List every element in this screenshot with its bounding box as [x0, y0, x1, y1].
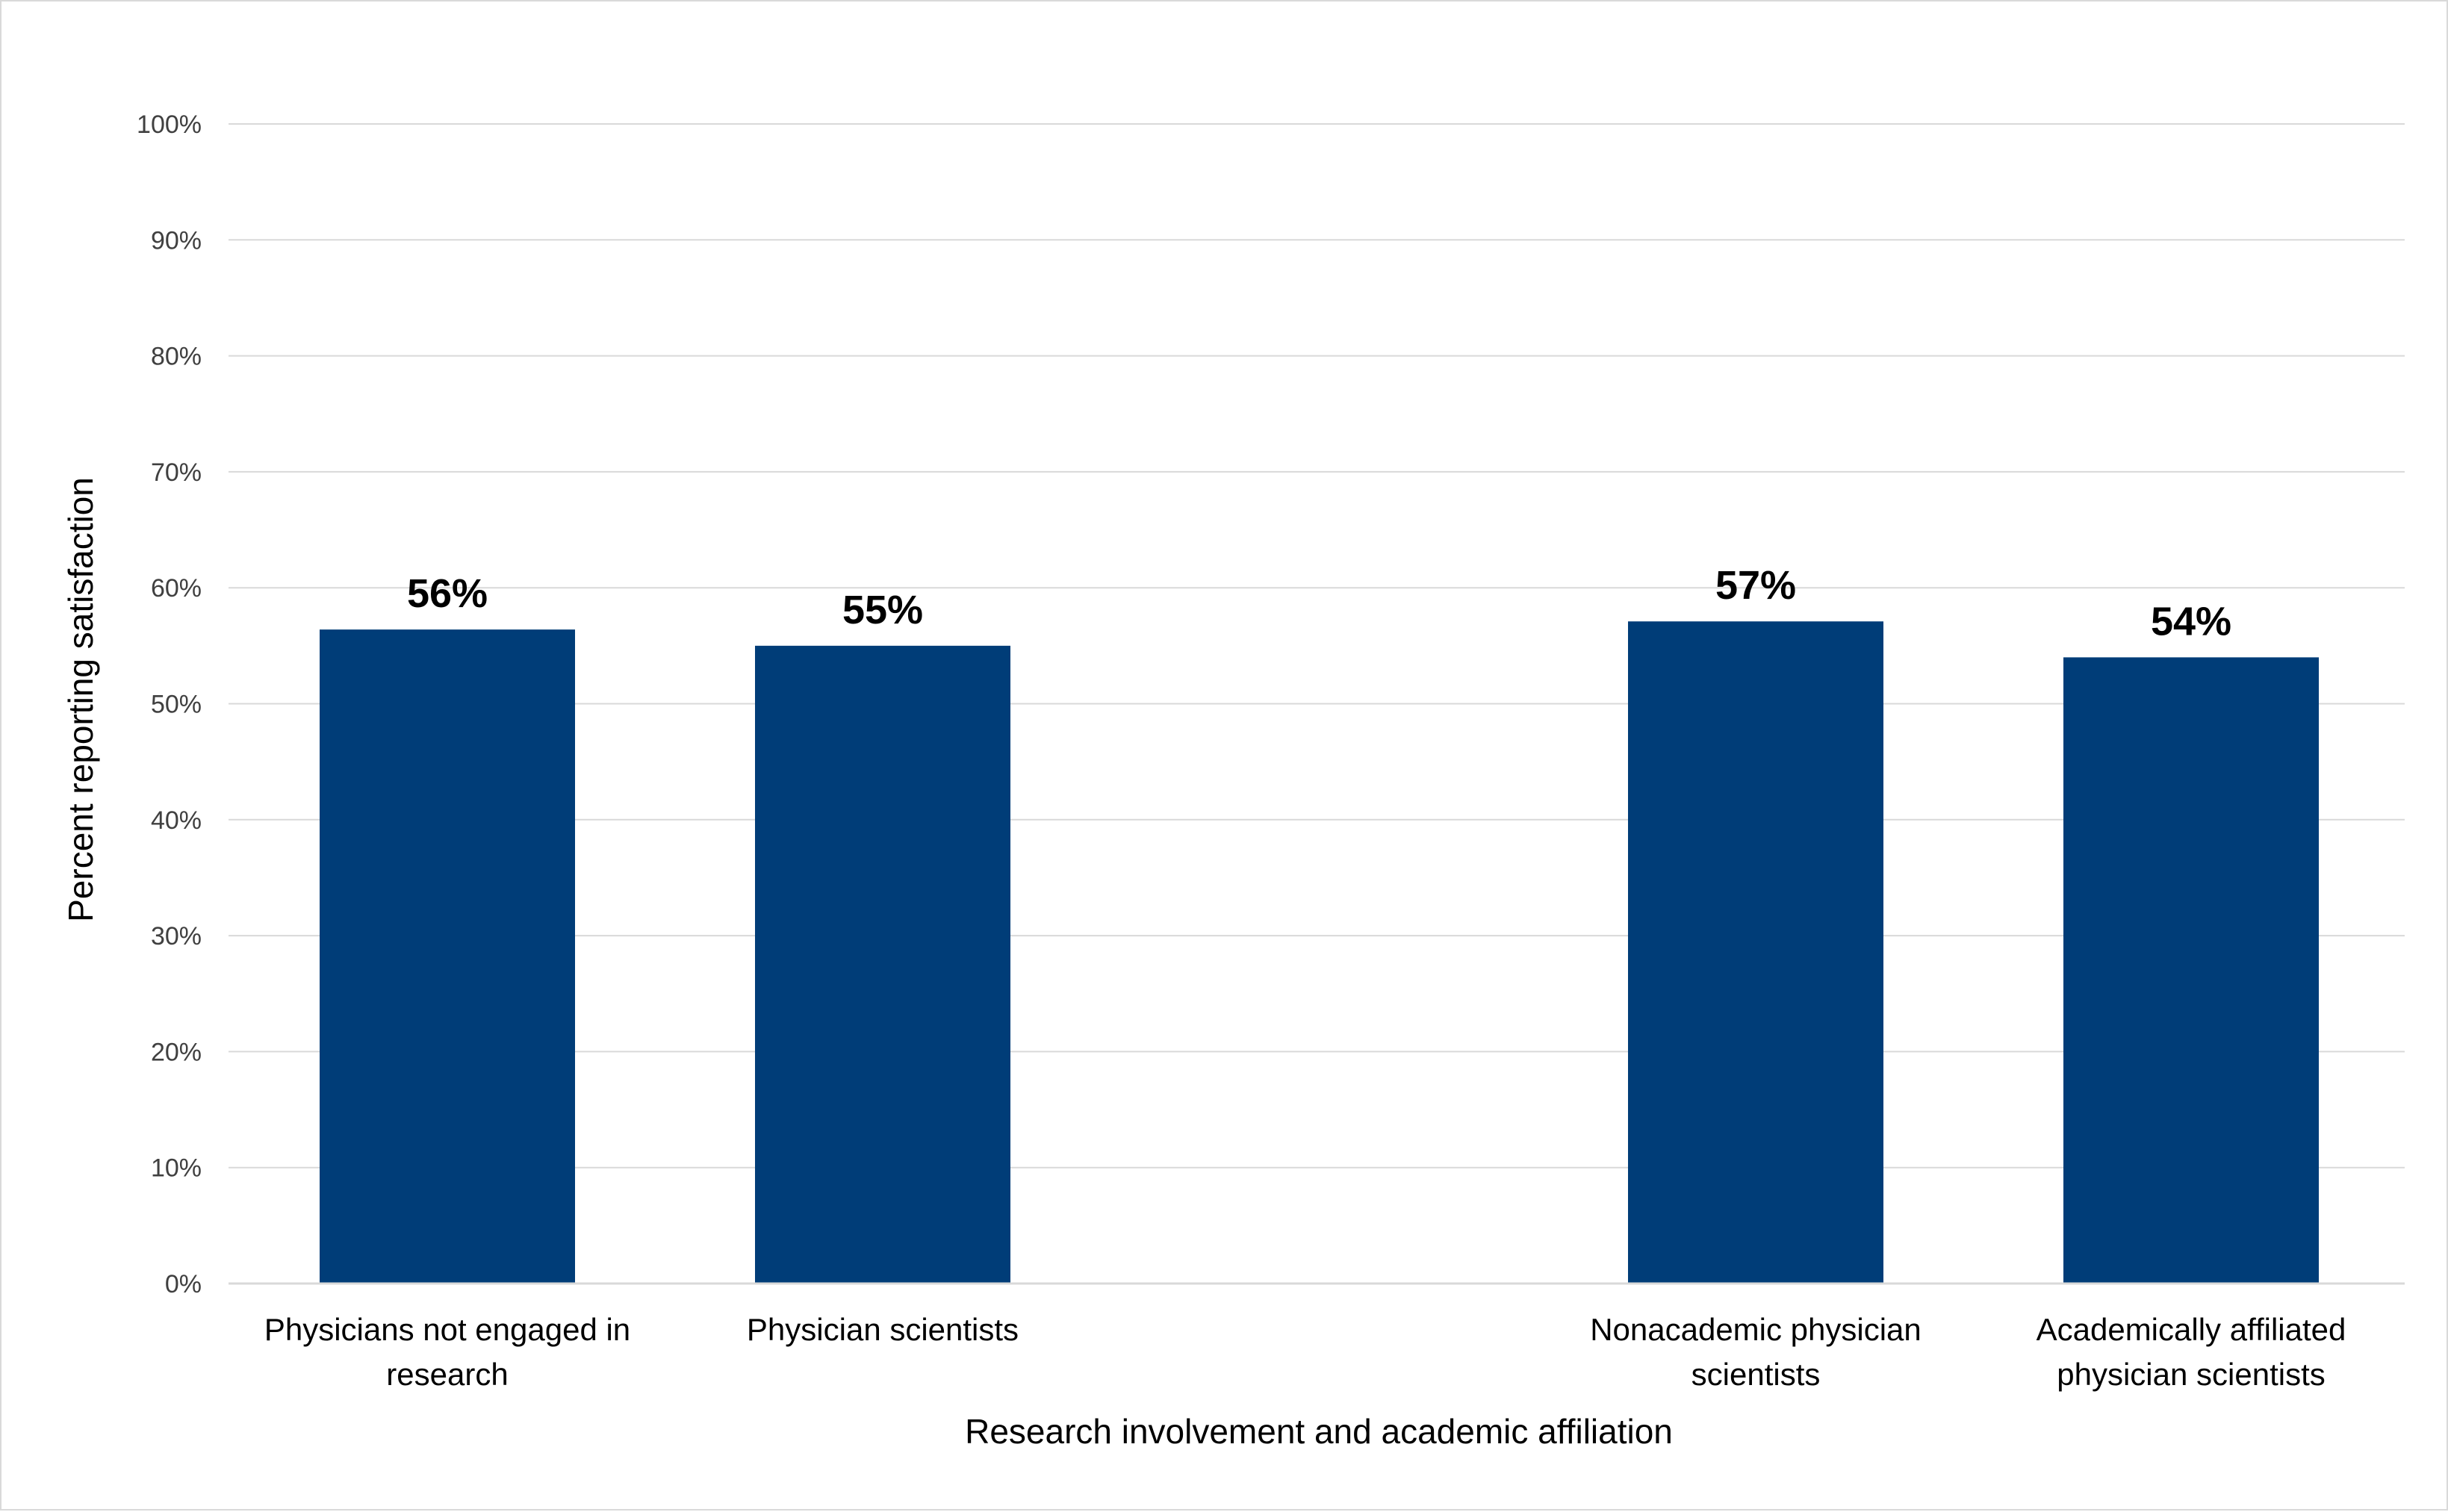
bar-data-label: 56% — [407, 571, 488, 616]
y-tick-label: 30% — [151, 922, 202, 951]
x-category-label: physician scientists — [2057, 1357, 2325, 1392]
y-tick-label: 50% — [151, 691, 202, 719]
bar — [320, 629, 575, 1284]
data-labels: 56% 55% 57% 54% — [407, 563, 2231, 644]
bar-data-label: 57% — [1715, 563, 1796, 608]
bar-data-label: 54% — [2151, 599, 2231, 644]
x-category-label: Nonacademic physician — [1590, 1312, 1922, 1347]
bar — [2063, 657, 2319, 1284]
bar — [755, 645, 1010, 1284]
y-tick-label: 10% — [151, 1154, 202, 1183]
gridlines — [229, 123, 2405, 1169]
y-tick-label: 70% — [151, 458, 202, 487]
y-tick-label: 90% — [151, 226, 202, 255]
y-tick-label: 0% — [165, 1270, 202, 1298]
x-category-label: Physician scientists — [747, 1312, 1019, 1347]
bar-data-label: 55% — [842, 588, 923, 632]
y-tick-label: 40% — [151, 806, 202, 835]
x-axis-title: Research involvement and academic affili… — [965, 1412, 1673, 1451]
bars — [320, 621, 2319, 1284]
x-axis-category-labels: Physicians not engaged in research Physici… — [264, 1312, 2346, 1392]
y-tick-label: 60% — [151, 574, 202, 603]
y-tick-label: 80% — [151, 343, 202, 371]
x-category-label: scientists — [1691, 1357, 1821, 1392]
y-tick-label: 20% — [151, 1038, 202, 1066]
y-axis-tick-labels: 0% 10% 20% 30% 40% 50% 60% 70% 80% 90% 100% — [137, 111, 202, 1298]
y-axis-title: Percent reporting satisfaction — [61, 477, 100, 922]
x-category-label: Physicians not engaged in — [264, 1312, 630, 1347]
x-category-label: Academically affiliated — [2037, 1312, 2346, 1347]
x-category-label: research — [386, 1357, 508, 1392]
y-tick-label: 100% — [137, 111, 202, 139]
bar — [1628, 621, 1883, 1284]
